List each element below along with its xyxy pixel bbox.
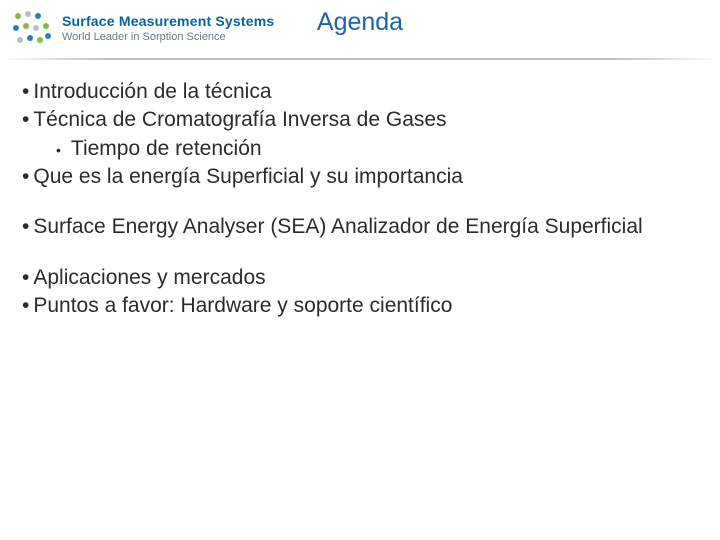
content: •Introducción de la técnica•Técnica de C… — [22, 78, 698, 342]
bullet-icon: • — [22, 264, 29, 292]
bullet-block: •Introducción de la técnica•Técnica de C… — [22, 78, 698, 191]
bullet-text: Tiempo de retención — [71, 135, 262, 163]
bullet-item: •Introducción de la técnica — [22, 78, 698, 106]
bullet-item: •Técnica de Cromatografía Inversa de Gas… — [22, 106, 698, 134]
bullet-item: •Puntos a favor: Hardware y soporte cien… — [22, 292, 698, 320]
bullet-item: •Aplicaciones y mercados — [22, 264, 698, 292]
bullet-item: •Que es la energía Superficial y su impo… — [22, 163, 698, 191]
bullet-block: •Surface Energy Analyser (SEA) Analizado… — [22, 213, 698, 241]
bullet-text: Que es la energía Superficial y su impor… — [33, 163, 463, 191]
bullet-text: Técnica de Cromatografía Inversa de Gase… — [33, 106, 446, 134]
bullet-item: • Tiempo de retención — [56, 135, 698, 163]
bullet-text: Puntos a favor: Hardware y soporte cient… — [33, 292, 452, 320]
bullet-text: Surface Energy Analyser (SEA) Analizador… — [33, 213, 642, 241]
bullet-icon: • — [22, 78, 29, 106]
page-title: Agenda — [0, 8, 720, 37]
bullet-block: •Aplicaciones y mercados•Puntos a favor:… — [22, 264, 698, 321]
bullet-item: •Surface Energy Analyser (SEA) Analizado… — [22, 213, 698, 241]
bullet-icon: • — [22, 292, 29, 320]
bullet-icon: • — [22, 163, 29, 191]
header: Surface Measurement Systems World Leader… — [0, 0, 720, 70]
bullet-icon: • — [56, 141, 61, 160]
divider — [0, 58, 720, 60]
bullet-text: Aplicaciones y mercados — [33, 264, 265, 292]
bullet-icon: • — [22, 106, 29, 134]
bullet-icon: • — [22, 213, 29, 241]
bullet-text: Introducción de la técnica — [33, 78, 271, 106]
